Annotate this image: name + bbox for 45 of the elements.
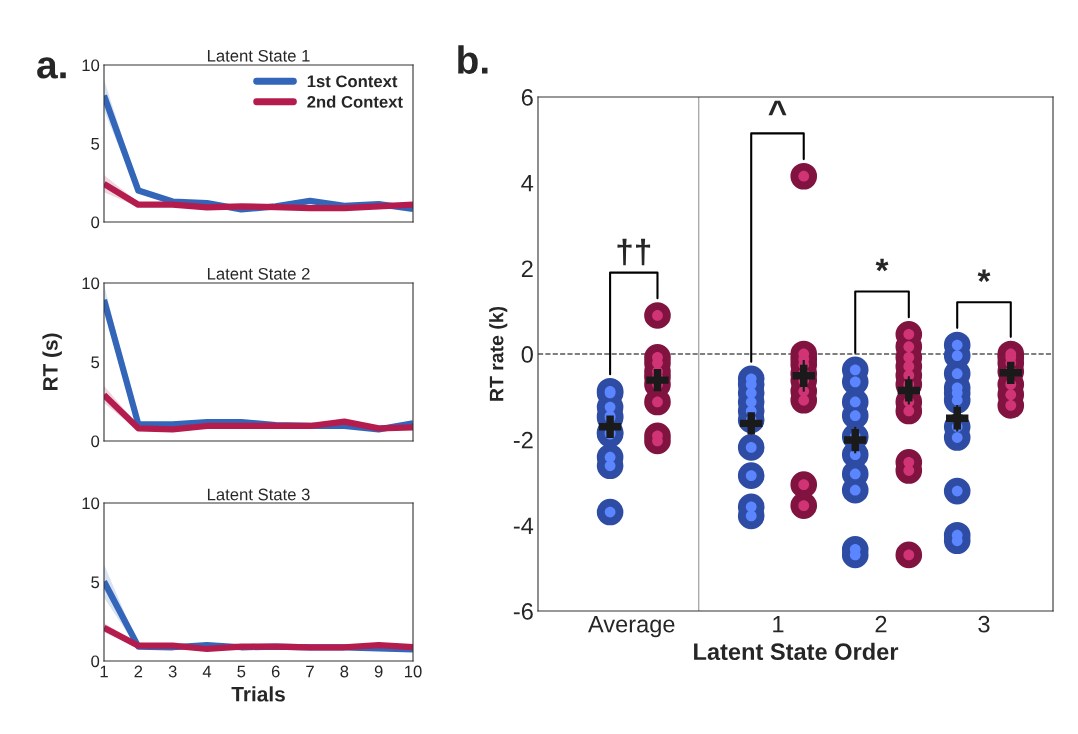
x-tick-label: 6 — [271, 665, 280, 678]
x-axis-title: Latent State Order — [694, 642, 899, 661]
y-tick-label: 5 — [91, 138, 100, 150]
y-tick-label: -2 — [513, 431, 533, 449]
y-tick-label: 5 — [91, 576, 100, 589]
y-tick-label: -4 — [513, 517, 534, 534]
y-tick-label: 0 — [91, 655, 100, 668]
x-axis-title: Trials — [231, 686, 285, 702]
x-tick-label: 1 — [773, 616, 784, 633]
x-tick-label: 8 — [340, 665, 349, 678]
text: a. — [37, 57, 66, 79]
legend-label: 1st Context — [307, 75, 398, 88]
chart-title: Latent State 2 — [207, 267, 310, 280]
y-tick-label: 10 — [82, 59, 100, 72]
x-tick-label: 2 — [134, 665, 143, 678]
y-tick-label: 0 — [91, 216, 100, 229]
y-tick-label: 6 — [521, 89, 533, 106]
x-tick-label: 3 — [978, 615, 990, 633]
x-tick-label: Average — [588, 616, 675, 638]
y-tick-label: 10 — [82, 497, 100, 510]
x-tick-label: 9 — [374, 665, 383, 678]
x-tick-label: 10 — [405, 665, 422, 678]
y-axis-title: RT rate (k) — [489, 306, 508, 401]
x-tick-label: 3 — [168, 665, 177, 678]
chart-title: Latent State 3 — [207, 488, 310, 501]
chart-title: Latent State 1 — [207, 49, 310, 62]
y-tick-label: 4 — [521, 174, 534, 192]
y-axis-title: RT (s) — [42, 333, 62, 391]
x-tick-label: 5 — [237, 665, 246, 678]
x-tick-label: 2 — [875, 615, 887, 633]
x-tick-label: 7 — [306, 665, 314, 678]
annotation: †† — [617, 238, 651, 266]
y-tick-label: -6 — [513, 603, 533, 620]
x-tick-label: 1 — [100, 665, 108, 678]
annotation: * — [977, 269, 991, 282]
y-tick-label: 5 — [91, 356, 100, 369]
legend-label: 2nd Context — [307, 95, 403, 108]
annotation: * — [875, 258, 889, 272]
y-tick-label: 0 — [91, 435, 100, 448]
text: b. — [458, 45, 488, 74]
y-tick-label: 2 — [521, 260, 533, 277]
y-tick-label: 0 — [521, 346, 533, 363]
x-tick-label: 4 — [202, 665, 212, 678]
annotation: ^ — [768, 100, 787, 116]
y-tick-label: 10 — [82, 277, 100, 290]
